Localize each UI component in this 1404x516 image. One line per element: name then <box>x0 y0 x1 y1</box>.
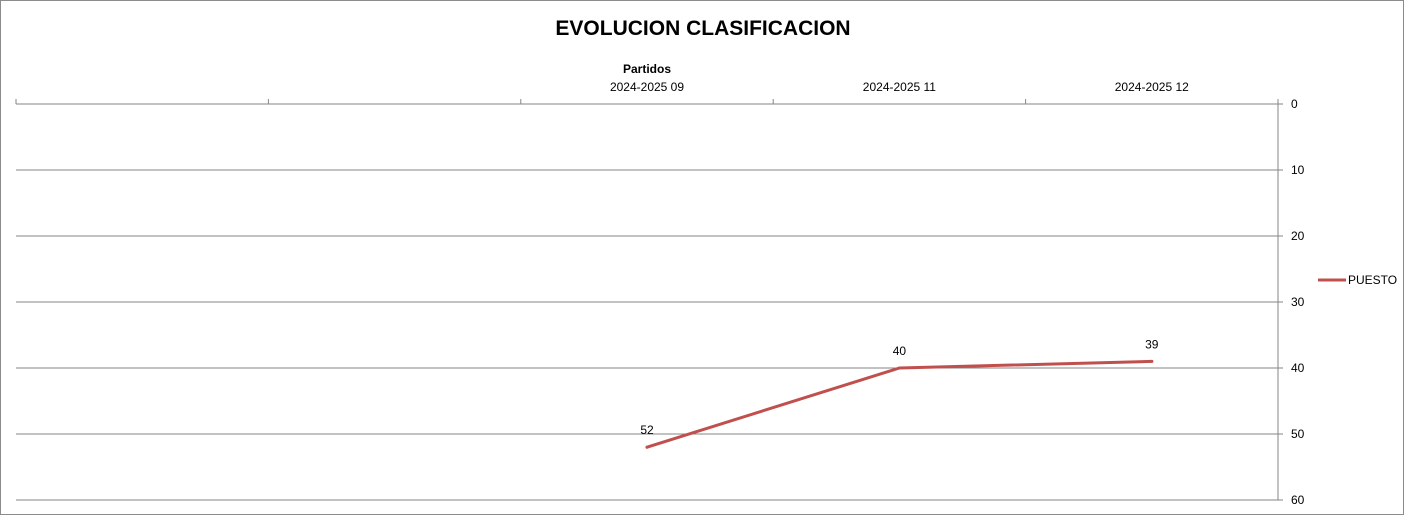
y-tick-label: 60 <box>1291 493 1305 507</box>
x-tick-label: 2024-2025 09 <box>610 80 684 94</box>
y-tick-label: 40 <box>1291 361 1305 375</box>
y-tick-label: 30 <box>1291 295 1305 309</box>
axes: 2024-2025 09 2024-2025 11 2024-2025 12 0 10 2… <box>15 80 1305 507</box>
data-label: 52 <box>640 423 654 437</box>
y-tick-label: 20 <box>1291 229 1305 243</box>
y-tick-label: 50 <box>1291 427 1305 441</box>
x-axis-title: Partidos <box>623 62 671 76</box>
gridlines <box>16 169 1278 501</box>
data-point <box>897 366 901 370</box>
x-tick-label: 2024-2025 12 <box>1115 80 1189 94</box>
chart-title: EVOLUCION CLASIFICACION <box>555 17 850 40</box>
series-layer: 52 40 39 <box>640 337 1159 449</box>
y-tick-label: 10 <box>1291 163 1305 177</box>
legend: PUESTO <box>1318 273 1397 287</box>
data-point <box>1150 359 1154 363</box>
data-label: 39 <box>1145 337 1159 351</box>
data-label: 40 <box>893 344 907 358</box>
data-point <box>645 445 649 449</box>
legend-label: PUESTO <box>1348 273 1397 287</box>
y-tick-label: 0 <box>1291 97 1298 111</box>
x-tick-label: 2024-2025 11 <box>863 80 937 94</box>
